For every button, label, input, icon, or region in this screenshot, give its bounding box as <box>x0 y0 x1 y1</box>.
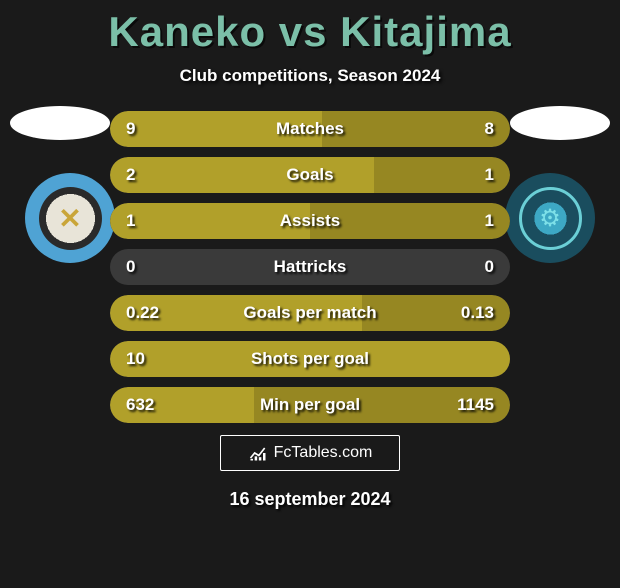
stat-label: Shots per goal <box>251 349 369 369</box>
comparison-area: 9Matches82Goals11Assists10Hattricks00.22… <box>0 111 620 423</box>
stat-value-right: 1 <box>485 165 494 185</box>
stats-stack: 9Matches82Goals11Assists10Hattricks00.22… <box>110 111 510 423</box>
brand-text: FcTables.com <box>274 444 373 462</box>
stat-label: Goals per match <box>243 303 376 323</box>
date-line: 16 september 2024 <box>0 489 620 510</box>
stat-row: 632 Min per goal 1145 <box>110 387 510 423</box>
stat-label: Assists <box>280 211 340 231</box>
stat-label: Hattricks <box>274 257 347 277</box>
stat-value-left: 0.22 <box>126 303 159 323</box>
stat-row: 0 Hattricks 0 <box>110 249 510 285</box>
club-badge-right-inner <box>519 187 582 250</box>
stat-value-left: 0 <box>126 257 135 277</box>
stat-row: 10 Shots per goal <box>110 341 510 377</box>
stat-row: 9 Matches 8 <box>110 111 510 147</box>
stat-value-right: 0.13 <box>461 303 494 323</box>
nation-flag-right <box>510 106 610 140</box>
stat-value-right: 0 <box>485 257 494 277</box>
club-badge-left <box>25 173 115 263</box>
page-title: Kaneko vs Kitajima <box>0 8 620 56</box>
stat-value-left: 2 <box>126 165 135 185</box>
stat-value-right: 1145 <box>457 395 494 415</box>
brand-box: FcTables.com <box>220 435 400 471</box>
subtitle: Club competitions, Season 2024 <box>0 66 620 86</box>
brand-chart-icon <box>248 443 268 463</box>
stat-value-left: 10 <box>126 349 145 369</box>
club-badge-right <box>505 173 595 263</box>
stat-row: 1 Assists 1 <box>110 203 510 239</box>
stat-value-right: 1 <box>485 211 494 231</box>
stat-value-right: 8 <box>485 119 494 139</box>
stat-row: 2 Goals 1 <box>110 157 510 193</box>
stat-bar-right <box>322 111 510 147</box>
stat-label: Min per goal <box>260 395 360 415</box>
stat-label: Matches <box>276 119 344 139</box>
club-badge-left-inner <box>39 187 102 250</box>
nation-flag-left <box>10 106 110 140</box>
stat-value-left: 632 <box>126 395 154 415</box>
stat-value-left: 1 <box>126 211 135 231</box>
stat-label: Goals <box>286 165 333 185</box>
stat-value-left: 9 <box>126 119 135 139</box>
stat-bar-left <box>110 157 374 193</box>
stat-row: 0.22 Goals per match 0.13 <box>110 295 510 331</box>
